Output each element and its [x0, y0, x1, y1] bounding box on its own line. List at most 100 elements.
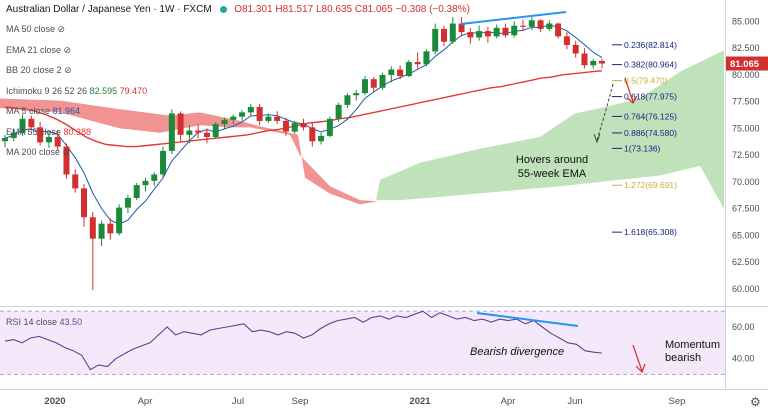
candle	[212, 122, 219, 140]
fib-level-label: 0.382(80.964)	[624, 60, 677, 70]
candle	[388, 66, 395, 83]
candle	[528, 17, 535, 30]
candle	[476, 25, 483, 41]
eye-off-icon[interactable]: ⊘	[64, 65, 72, 75]
candle-body	[537, 20, 544, 29]
candle-body	[467, 32, 474, 38]
candle	[414, 52, 421, 69]
candle	[397, 65, 404, 80]
settings-gear-icon[interactable]: ⚙	[750, 395, 761, 409]
last-price-tag	[726, 56, 768, 71]
candle-body	[63, 146, 70, 175]
candle-body	[414, 62, 421, 65]
candle	[467, 27, 474, 44]
candle	[239, 110, 246, 121]
projection-dashed-arrow	[596, 83, 614, 141]
rsi-value: 43.50	[59, 317, 83, 327]
candle-body	[493, 27, 500, 37]
fib-level-label: 1(73.136)	[624, 143, 661, 153]
price-axis-tick: 85.000	[732, 16, 760, 26]
ichimoku-value-a: 82.595	[89, 85, 118, 96]
candle	[168, 109, 175, 155]
legend-row-ma200[interactable]: MA 200 close ⊘	[6, 147, 71, 157]
candle	[572, 40, 579, 58]
price-axis-tick: 80.000	[732, 70, 760, 80]
candle-body	[54, 136, 61, 147]
annotation-bearish-divergence: Bearish divergence	[470, 346, 564, 358]
candle-body	[160, 150, 167, 175]
time-axis-tick: Jun	[567, 396, 582, 407]
candle	[353, 89, 360, 101]
candle	[546, 20, 553, 32]
candle-body	[151, 174, 158, 181]
symbol-title[interactable]: Australian Dollar / Japanese Yen · 1W · …	[6, 4, 212, 15]
price-highs-trendline	[460, 11, 567, 25]
candle	[63, 143, 70, 179]
legend-row-ma5[interactable]: MA 5 close 81.964	[6, 106, 81, 116]
candle	[537, 19, 544, 33]
candle-body	[142, 180, 149, 186]
ichimoku-cloud-bearish	[0, 98, 378, 205]
fib-level-label: 1.618(65.308)	[624, 227, 677, 237]
candle	[54, 130, 61, 151]
rsi-down-arrowhead	[635, 363, 646, 374]
price-axis-tick: 77.500	[732, 97, 760, 107]
candle-body	[449, 23, 456, 42]
time-axis-tick: 2021	[409, 396, 431, 407]
fib-level-label: 0.886(74.580)	[624, 128, 677, 138]
candle	[37, 122, 44, 146]
candle	[441, 25, 447, 47]
candle-body	[72, 174, 79, 189]
candle-body	[590, 61, 597, 66]
candle-body	[168, 113, 175, 151]
rsi-line	[4, 310, 603, 371]
candle	[81, 184, 88, 227]
candle-body	[309, 127, 316, 142]
legend-row-ma50[interactable]: MA 50 close ⊘	[6, 24, 66, 34]
fib-level-label: 0.5(79.470)	[624, 76, 668, 86]
ichimoku-value-b: 79.470	[119, 85, 148, 96]
eye-off-icon[interactable]: ⊘	[57, 24, 66, 34]
rsi-legend[interactable]: RSI 14 close 43.50	[6, 317, 82, 327]
candle	[344, 93, 351, 109]
legend-row-bb20[interactable]: BB 20 close 2 ⊘	[6, 65, 72, 75]
candle-body	[511, 25, 518, 36]
legend-row-ema21[interactable]: EMA 21 close ⊘	[6, 44, 72, 55]
candle-body	[397, 69, 404, 76]
candle	[335, 102, 342, 122]
candle	[484, 26, 491, 43]
candle-body	[318, 135, 325, 142]
legend-row-ema55[interactable]: EMA 55 close 80.388	[6, 126, 92, 137]
candle-body	[195, 130, 202, 133]
candle	[423, 49, 430, 67]
fib-level-label: 1.272(69.691)	[624, 180, 677, 190]
candle	[458, 17, 465, 37]
candle	[19, 114, 26, 136]
candle-body	[441, 28, 447, 42]
price-axis-tick: 70.000	[732, 177, 760, 187]
eye-off-icon[interactable]: ⊘	[62, 147, 71, 157]
candle-body	[335, 104, 342, 119]
candle-body	[98, 223, 105, 239]
eye-off-icon[interactable]: ⊘	[63, 44, 72, 55]
fib-level-label: 0.618(77.975)	[624, 92, 677, 102]
candle-body	[203, 132, 210, 137]
annotation-hovers-line1: Hovers around	[516, 154, 588, 166]
candle-body	[116, 207, 123, 234]
price-axis-tick: 72.500	[732, 150, 760, 160]
fib-level-label: 0.764(76.125)	[624, 111, 677, 121]
candle-body	[405, 62, 412, 76]
candle-body	[37, 127, 44, 143]
candle	[590, 58, 597, 69]
candle-body	[256, 107, 263, 121]
candle	[300, 118, 307, 131]
candle-body	[300, 123, 307, 128]
candle	[405, 59, 412, 78]
candle	[160, 146, 167, 177]
candle-body	[221, 119, 228, 125]
candle	[256, 103, 263, 126]
legend-row-ichimoku[interactable]: Ichimoku 9 26 52 26 82.595 79.470	[6, 85, 148, 96]
projection-arrowhead	[593, 133, 601, 144]
candle	[72, 169, 79, 193]
